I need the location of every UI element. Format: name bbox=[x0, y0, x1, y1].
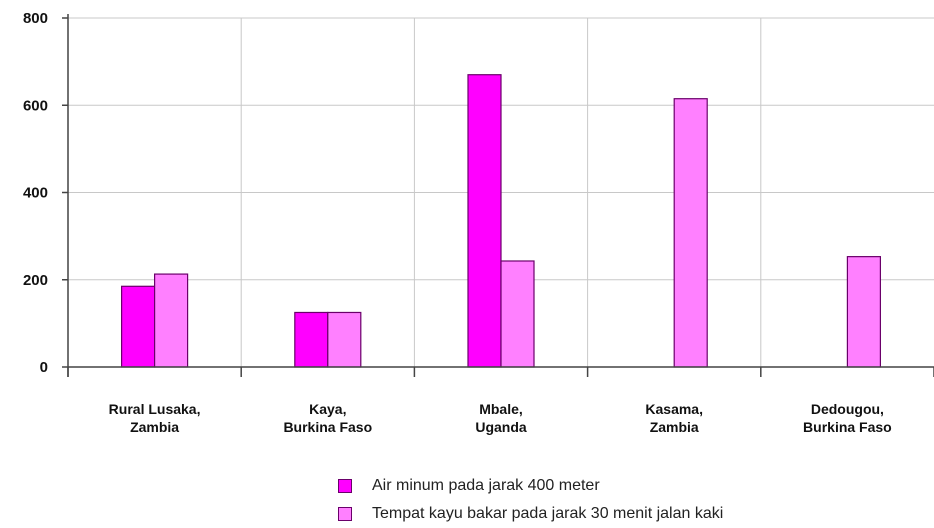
bar-drinking-water bbox=[467, 74, 502, 368]
axes bbox=[62, 14, 934, 377]
bar-firewood bbox=[500, 260, 535, 368]
category-labels: Rural Lusaka, Zambia Kaya, Burkina Faso Mbal… bbox=[109, 401, 892, 435]
bar-firewood bbox=[327, 311, 362, 368]
bar-drinking-water bbox=[294, 311, 329, 368]
bars bbox=[120, 74, 882, 368]
bar-firewood bbox=[154, 273, 189, 368]
y-tick-labels: 0 200 400 600 800 bbox=[23, 10, 48, 376]
legend-swatch-drinking-water bbox=[338, 479, 352, 493]
bar-drinking-water bbox=[120, 285, 156, 368]
y-tick-label: 800 bbox=[23, 10, 48, 27]
y-tick-label: 200 bbox=[23, 272, 48, 289]
legend-swatch-firewood bbox=[338, 507, 352, 521]
y-tick-label: 400 bbox=[23, 185, 48, 202]
category-label: Dedougou, Burkina Faso bbox=[803, 401, 892, 435]
legend-label-firewood: Tempat kayu bakar pada jarak 30 menit ja… bbox=[372, 505, 724, 522]
y-tick-label: 0 bbox=[40, 359, 48, 376]
bar-firewood bbox=[846, 256, 882, 368]
category-label: Rural Lusaka, Zambia bbox=[109, 401, 201, 435]
legend: Air minum pada jarak 400 meter Tempat ka… bbox=[338, 472, 723, 528]
category-label: Mbale, Uganda bbox=[475, 401, 527, 435]
y-tick-label: 600 bbox=[23, 97, 48, 114]
category-label: Kasama, Zambia bbox=[645, 401, 703, 435]
legend-label-drinking-water: Air minum pada jarak 400 meter bbox=[372, 477, 600, 494]
legend-item-drinking-water: Air minum pada jarak 400 meter bbox=[338, 472, 723, 500]
legend-item-firewood: Tempat kayu bakar pada jarak 30 menit ja… bbox=[338, 500, 723, 528]
category-label: Kaya, Burkina Faso bbox=[283, 401, 372, 435]
bar-firewood bbox=[673, 98, 708, 368]
